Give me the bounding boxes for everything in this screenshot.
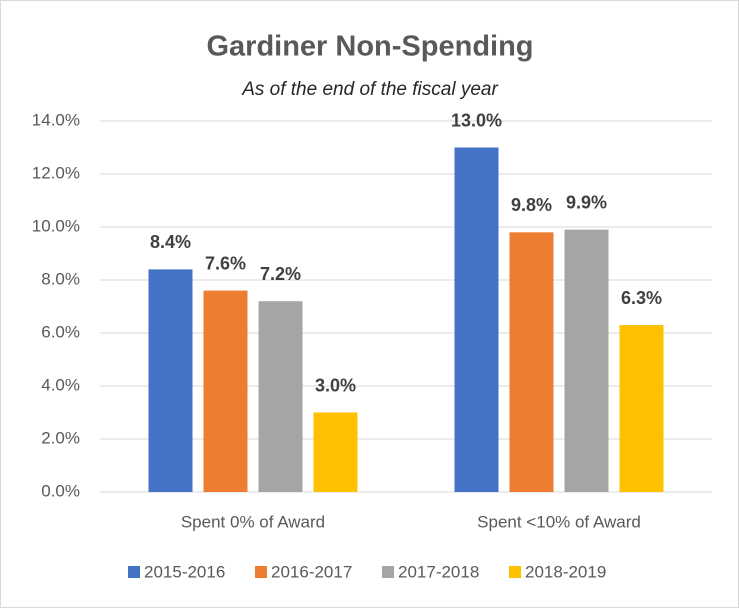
y-tick-label: 10.0% xyxy=(32,216,80,235)
chart-subtitle: As of the end of the fiscal year xyxy=(241,79,498,100)
y-tick-label: 8.0% xyxy=(41,269,80,288)
x-tick-label: Spent <10% of Award xyxy=(477,512,641,531)
y-tick-label: 6.0% xyxy=(41,322,80,341)
y-tick-label: 2.0% xyxy=(41,428,80,447)
data-label: 7.2% xyxy=(260,264,301,284)
bar xyxy=(454,147,499,492)
bar xyxy=(258,301,303,492)
x-tick-label: Spent 0% of Award xyxy=(181,512,325,531)
data-label: 9.8% xyxy=(511,195,552,215)
legend-swatch xyxy=(255,566,267,578)
y-tick-label: 0.0% xyxy=(41,481,80,500)
data-label: 13.0% xyxy=(451,110,502,130)
bar xyxy=(564,229,609,492)
legend-swatch xyxy=(128,566,140,578)
legend-swatch xyxy=(509,566,521,578)
y-tick-label: 14.0% xyxy=(32,110,80,129)
y-tick-label: 12.0% xyxy=(32,163,80,182)
legend-label: 2016-2017 xyxy=(271,562,352,581)
bar xyxy=(148,269,193,492)
bar xyxy=(509,232,554,493)
legend-swatch xyxy=(382,566,394,578)
bar xyxy=(313,412,358,492)
chart-title: Gardiner Non-Spending xyxy=(206,31,533,63)
legend-label: 2017-2018 xyxy=(398,562,479,581)
data-label: 3.0% xyxy=(315,375,356,395)
y-tick-label: 4.0% xyxy=(41,375,80,394)
data-label: 9.9% xyxy=(566,192,607,212)
data-label: 8.4% xyxy=(150,232,191,252)
data-label: 6.3% xyxy=(621,288,662,308)
bar xyxy=(203,290,248,492)
bar xyxy=(619,325,664,492)
legend-label: 2018-2019 xyxy=(525,562,606,581)
data-label: 7.6% xyxy=(205,253,246,273)
legend-label: 2015-2016 xyxy=(144,562,225,581)
